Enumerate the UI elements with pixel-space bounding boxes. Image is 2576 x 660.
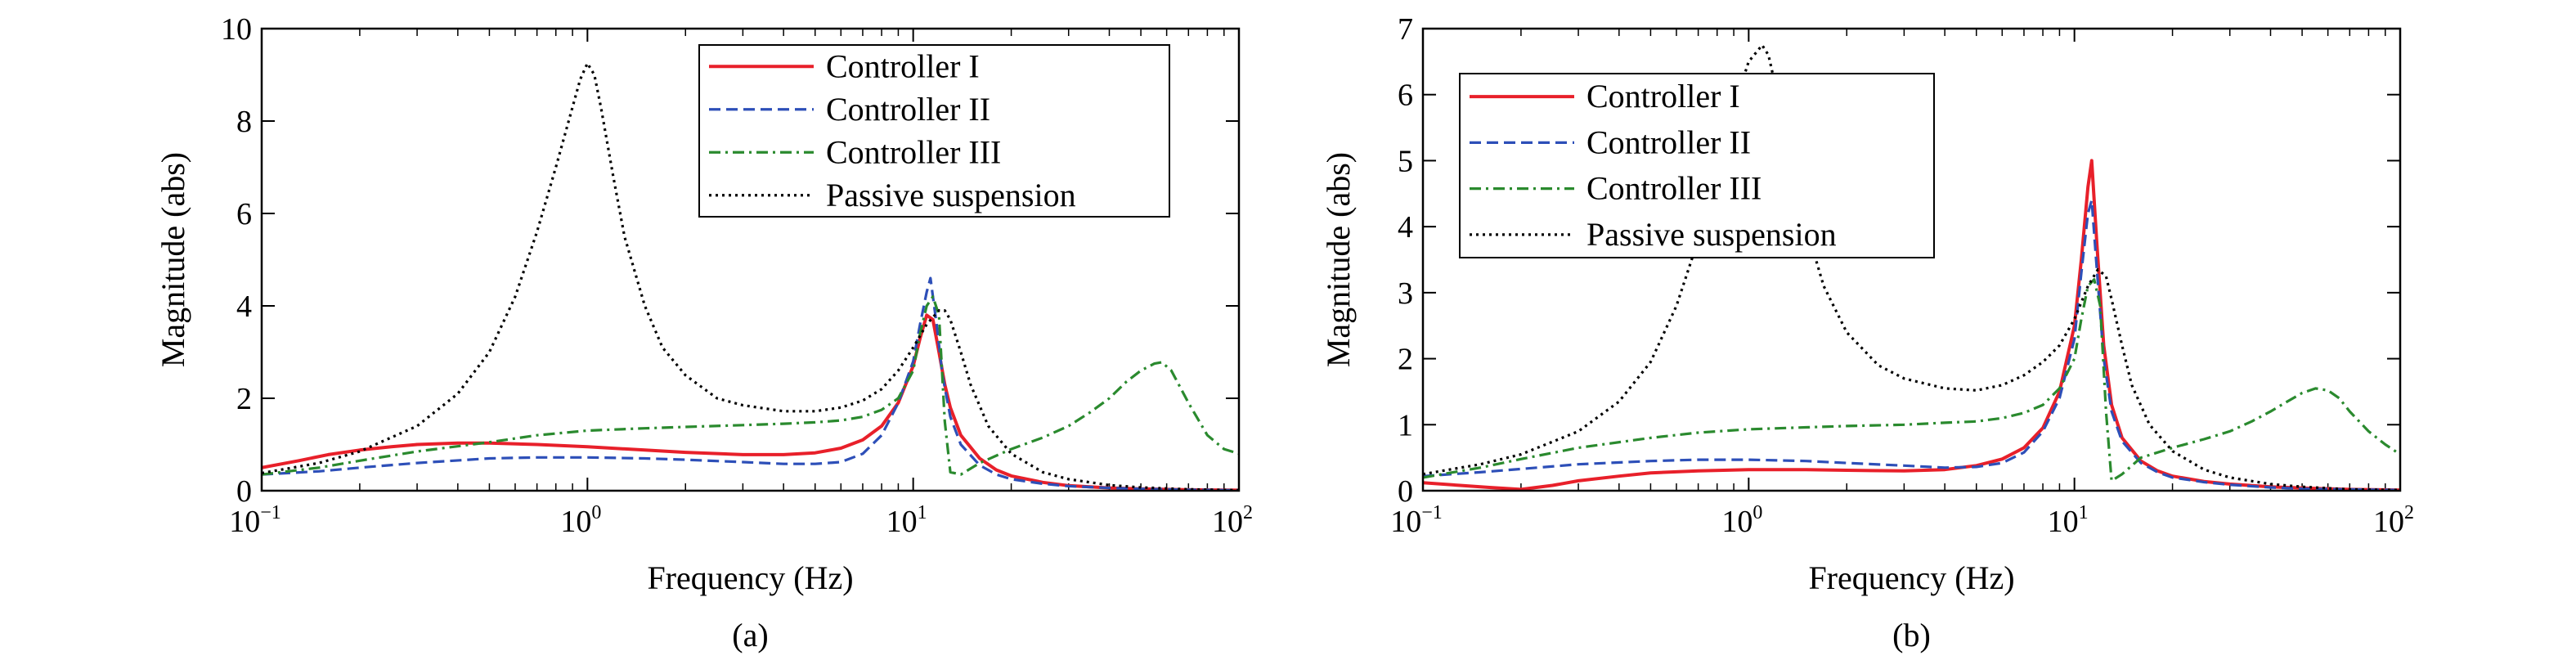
legend-label: Controller I <box>1586 78 1740 114</box>
y-tick-label: 7 <box>1398 12 1413 47</box>
x-tick-base: 10 <box>2048 505 2079 539</box>
x-tick-base: 10 <box>1721 505 1752 539</box>
y-tick-label: 0 <box>236 474 252 509</box>
series-line-controller-iii <box>1423 278 2400 483</box>
x-tick-exponent: −1 <box>1421 502 1443 523</box>
x-tick-base: 10 <box>1212 505 1243 539</box>
x-tick-exponent: 0 <box>591 502 601 523</box>
x-tick-label: 10−1 <box>1390 502 1443 539</box>
y-axis-label: Magnitude (abs) <box>1320 152 1357 367</box>
series-group <box>262 61 1239 491</box>
legend-box <box>1459 73 1935 258</box>
x-tick-label: 100 <box>560 502 601 539</box>
legend-label: Controller II <box>826 91 990 128</box>
legend-label: Passive suspension <box>826 177 1076 213</box>
plot-frame <box>260 27 1241 492</box>
legend-label: Controller I <box>826 47 980 84</box>
x-tick-exponent: −1 <box>260 502 281 523</box>
legend-label: Controller III <box>826 133 1001 170</box>
y-tick-label: 6 <box>236 197 252 231</box>
y-tick-label: 0 <box>1398 474 1413 509</box>
legend-label: Controller II <box>1586 123 1751 160</box>
x-tick-exponent: 2 <box>1243 502 1253 523</box>
x-tick-label: 100 <box>1721 502 1762 539</box>
x-axis-label: Frequency (Hz) <box>1808 559 2014 596</box>
y-tick-label: 5 <box>1398 144 1413 178</box>
y-tick-label: 8 <box>236 105 252 139</box>
legend-label: Passive suspension <box>1586 216 1837 253</box>
x-tick-label: 102 <box>2373 502 2414 539</box>
y-tick-label: 1 <box>1398 408 1413 442</box>
x-tick-label: 102 <box>1212 502 1253 539</box>
legend-box <box>698 44 1170 218</box>
x-tick-exponent: 1 <box>2079 502 2089 523</box>
y-tick-label: 4 <box>236 290 252 324</box>
plot-frame <box>1421 27 2402 492</box>
y-axis-label: Magnitude (abs) <box>155 152 191 367</box>
y-tick-label: 6 <box>1398 79 1413 113</box>
legend: Controller I Controller II Controller III P… <box>698 44 1170 218</box>
panel-caption: (b) <box>1892 617 1931 653</box>
x-tick-base: 10 <box>229 505 260 539</box>
x-tick-label: 101 <box>2048 502 2089 539</box>
x-tick-exponent: 2 <box>2404 502 2414 523</box>
x-tick-base: 10 <box>1390 505 1421 539</box>
panel-caption: (a) <box>732 617 768 653</box>
y-tick-label: 3 <box>1398 276 1413 311</box>
series-group <box>1423 43 2400 491</box>
x-tick-label: 10−1 <box>229 502 281 539</box>
series-line-controller-i <box>262 313 1239 491</box>
series-line-controller-ii <box>1423 199 2400 491</box>
x-tick-label: 101 <box>886 502 927 539</box>
y-tick-label: 4 <box>1398 210 1413 245</box>
x-tick-exponent: 1 <box>918 502 927 523</box>
x-tick-exponent: 0 <box>1752 502 1762 523</box>
legend: Controller I Controller II Controller III P… <box>1459 73 1935 258</box>
y-tick-label: 2 <box>236 382 252 416</box>
x-tick-base: 10 <box>886 505 918 539</box>
x-axis-label: Frequency (Hz) <box>647 559 853 596</box>
x-tick-base: 10 <box>560 505 591 539</box>
series-line-controller-iii <box>262 295 1239 476</box>
legend-label: Controller III <box>1586 170 1761 207</box>
y-tick-label: 2 <box>1398 343 1413 377</box>
series-line-controller-i <box>1423 159 2400 491</box>
y-tick-label: 10 <box>221 12 252 47</box>
series-line-controller-ii <box>262 276 1239 491</box>
x-tick-base: 10 <box>2373 505 2404 539</box>
